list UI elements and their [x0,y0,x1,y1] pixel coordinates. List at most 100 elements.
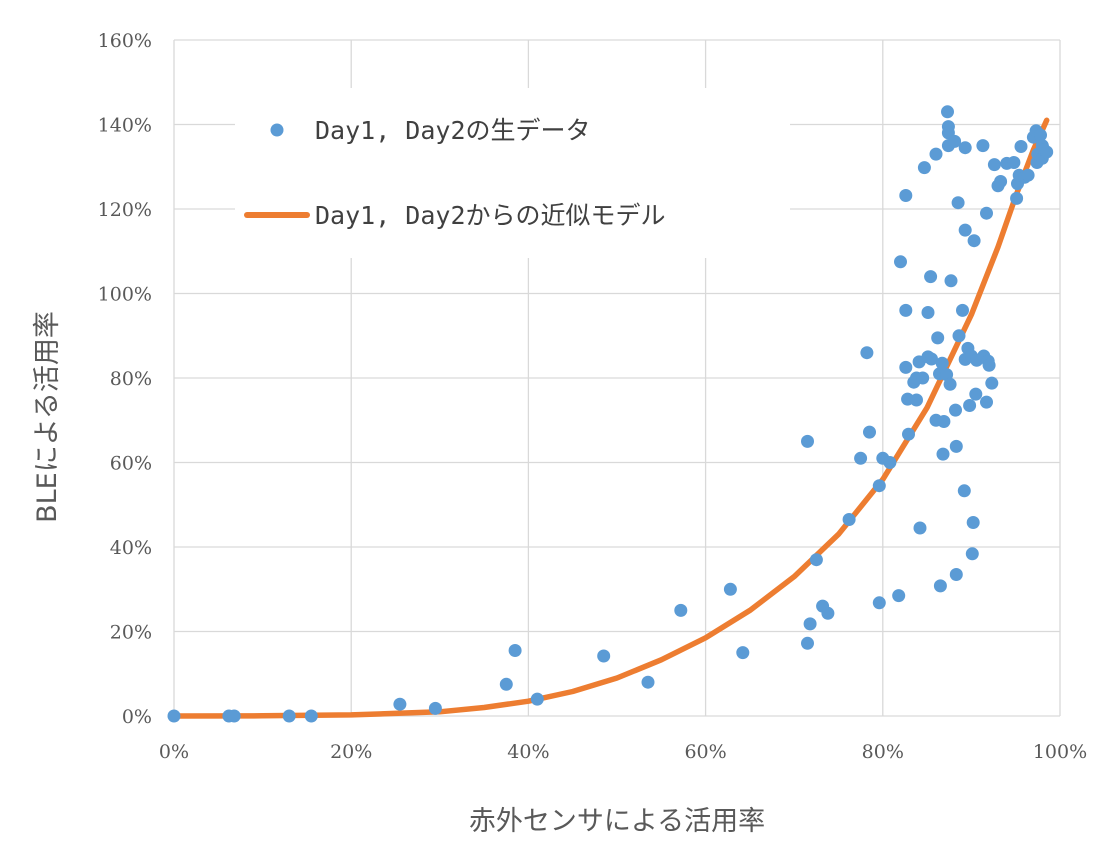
data-point [941,105,954,119]
legend-marker-scatter [270,123,284,137]
data-point [967,234,981,248]
data-point [948,134,962,148]
data-point [854,451,868,465]
data-point [980,206,993,220]
data-point [933,579,947,593]
data-point [985,376,999,390]
data-point [227,709,241,723]
data-point [910,393,923,407]
data-point [980,395,993,409]
data-point [913,521,927,535]
data-point [821,606,835,620]
data-point [937,415,951,428]
data-point [951,196,965,210]
data-point [304,709,318,723]
data-point [982,358,996,372]
data-point [499,677,513,691]
data-point [803,617,817,631]
data-point [958,223,972,237]
data-point [949,403,962,417]
legend-label-scatter: Day1, Day2の生データ [315,116,591,145]
data-point [1007,156,1021,169]
data-point [863,425,876,439]
data-point [736,646,750,660]
data-point [894,255,907,269]
data-point [393,697,407,711]
data-point [944,274,958,288]
data-point [597,649,611,663]
y-tick-label: 60% [110,453,152,475]
data-point [925,352,938,366]
data-point [924,270,938,284]
data-point [902,427,915,441]
data-point [872,596,886,610]
data-point [958,141,972,155]
data-point [883,456,897,469]
data-point [1040,145,1054,159]
data-point [976,139,990,153]
data-point [966,516,980,529]
x-tick-label: 60% [684,741,726,763]
data-point [801,636,814,650]
y-axis-title: BLEによる活用率 [32,311,63,523]
y-tick-label: 100% [98,284,152,306]
data-point [952,329,966,343]
data-point [957,484,971,498]
data-point [809,553,823,567]
x-tick-label: 100% [1033,741,1087,763]
y-tick-label: 20% [110,622,152,644]
scatter-series [167,105,1054,723]
data-point [931,331,945,345]
data-point [929,147,943,161]
data-point [801,434,814,448]
y-tick-label: 80% [110,368,152,390]
data-point [530,692,544,706]
y-tick-label: 160% [98,30,152,52]
data-point [899,360,913,374]
data-point [674,603,688,617]
data-point [282,709,296,723]
data-point [167,709,181,723]
data-point [965,547,979,561]
data-point [963,399,977,412]
x-tick-label: 20% [330,741,372,763]
tick-labels: 0% 20% 40% 60% 80% 100% 120% 140% 160% 0% 20% 40% 60… [98,30,1087,763]
data-point [860,346,874,360]
data-point [899,303,913,317]
data-point [987,158,1001,172]
data-point [1034,128,1047,142]
data-point [917,161,931,175]
data-point [935,356,949,370]
data-point [723,582,737,596]
y-tick-label: 0% [122,706,152,728]
data-point [1021,168,1035,182]
data-point [899,189,913,202]
data-point [956,303,969,317]
x-tick-label: 0% [159,741,189,763]
data-point [508,644,522,657]
data-point [994,175,1008,188]
y-tick-label: 140% [98,115,152,137]
model-line [171,117,1050,719]
data-point [641,675,655,689]
data-point [1014,140,1028,153]
data-point [428,701,442,715]
data-point [916,371,930,385]
data-point [1010,191,1024,205]
model-series [171,117,1050,719]
y-tick-label: 40% [110,537,152,559]
data-point [921,306,935,319]
data-point [949,439,963,453]
legend-background [235,88,790,258]
legend-label-model: Day1, Day2からの近似モデル [315,201,666,230]
data-point [943,377,957,391]
data-point [842,513,856,526]
x-tick-label: 40% [507,741,549,763]
data-point [949,568,963,581]
x-axis-title: 赤外センサによる活用率 [469,806,765,837]
data-point [872,479,886,493]
data-point [936,447,950,461]
x-tick-label: 80% [862,741,904,763]
y-tick-label: 120% [98,199,152,221]
